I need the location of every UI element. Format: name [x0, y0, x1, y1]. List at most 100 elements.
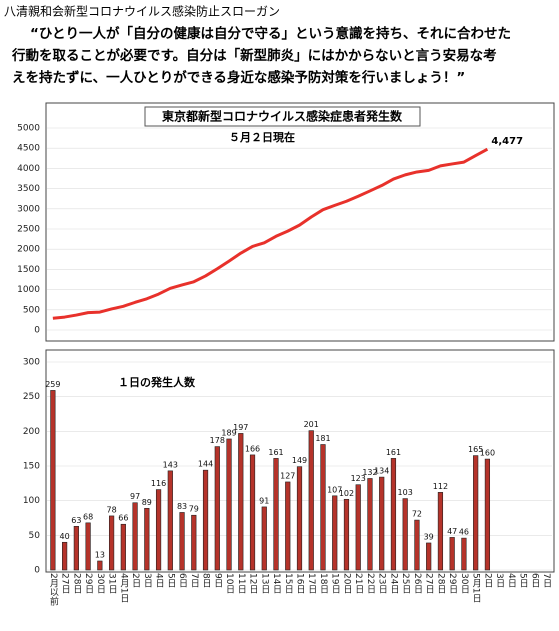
x-tick-label: 13日: [259, 573, 269, 593]
x-tick-label: 5月1日: [471, 573, 482, 602]
y-tick-label: 3000: [17, 204, 40, 214]
data-label: 40: [60, 532, 70, 541]
bar: [461, 537, 467, 571]
x-tick-label: 18日: [318, 573, 328, 593]
data-label: 97: [130, 492, 140, 501]
y-tick-label: 300: [23, 358, 40, 368]
x-tick-label: 29日: [447, 573, 457, 593]
data-label: 166: [245, 444, 260, 453]
y-tick-label: 200: [23, 427, 40, 437]
x-tick-label: 5日: [518, 573, 528, 588]
data-label: 63: [71, 516, 81, 525]
x-tick-label: 2日: [482, 573, 492, 588]
y-tick-label: 150: [23, 462, 40, 472]
x-tick-label: 8日: [201, 573, 211, 588]
bar: [414, 519, 420, 571]
data-label: 116: [151, 479, 166, 488]
data-label: 68: [83, 512, 93, 521]
x-tick-label: 2月以前: [48, 573, 59, 607]
x-tick-label: 6日: [177, 573, 187, 588]
bar: [261, 506, 267, 571]
bar: [296, 466, 303, 571]
bar: [108, 515, 115, 571]
data-label: 127: [280, 471, 295, 480]
data-label: 72: [412, 510, 422, 519]
data-label: 39: [424, 532, 434, 541]
bar: [355, 484, 361, 571]
bar: [62, 541, 68, 571]
bar: [97, 560, 103, 571]
y-tick-label: 1000: [17, 285, 40, 295]
data-label: 83: [177, 502, 187, 511]
x-tick-label: 4日: [506, 573, 516, 588]
x-tick-label: 10日: [224, 573, 234, 593]
chart-title: 東京都新型コロナウイルス感染症患者発生数: [162, 109, 403, 124]
bar: [402, 498, 408, 571]
y-tick-label: 1500: [17, 265, 40, 275]
bar: [202, 469, 209, 571]
data-label: 132: [362, 468, 377, 477]
data-label: 4,477: [491, 136, 523, 147]
x-tick-label: 15日: [283, 573, 293, 593]
y-tick-label: 0: [34, 326, 40, 336]
x-tick-label: 30日: [95, 573, 105, 593]
chart-title: １日の発生人数: [118, 375, 196, 389]
data-label: 259: [45, 380, 60, 389]
data-label: 161: [386, 448, 401, 457]
data-label: 107: [327, 485, 342, 494]
x-tick-label: 29日: [83, 573, 93, 593]
x-tick-label: 4月1日: [118, 573, 129, 602]
bar: [50, 390, 56, 571]
bar: [379, 476, 385, 571]
x-tick-label: 7日: [189, 573, 199, 588]
x-tick-label: 12日: [248, 573, 258, 593]
bar: [285, 481, 291, 571]
x-tick-label: 17日: [306, 573, 316, 593]
x-tick-label: 14日: [271, 573, 281, 593]
bar: [273, 458, 279, 571]
data-label: 66: [118, 514, 128, 523]
bar: [437, 492, 444, 571]
x-tick-label: 25日: [400, 573, 410, 593]
x-tick-label: 16日: [295, 573, 305, 593]
x-tick-label: 4日: [154, 573, 164, 588]
slogan-line: 行動を取ることが必要です。自分は「新型肺炎」にはかからないと言う安易な考: [11, 47, 497, 64]
data-label: 103: [398, 488, 413, 497]
y-tick-label: 100: [23, 496, 40, 506]
x-tick-label: 31日: [107, 573, 117, 593]
x-tick-label: 6日: [529, 573, 539, 588]
bar: [144, 507, 150, 571]
y-tick-label: 4500: [17, 144, 40, 154]
x-tick-label: 19日: [330, 573, 340, 593]
data-label: 13: [95, 550, 105, 559]
data-label: 89: [142, 498, 152, 507]
bar: [191, 514, 197, 571]
y-tick-label: 3500: [17, 184, 40, 194]
data-label: 149: [292, 456, 307, 465]
data-label: 91: [259, 496, 269, 505]
data-label: 143: [163, 460, 178, 469]
data-label: 161: [268, 448, 283, 457]
x-tick-label: 11日: [236, 573, 246, 593]
bar: [484, 458, 491, 571]
panel: [45, 349, 555, 573]
bar: [308, 430, 314, 571]
y-tick-label: 0: [34, 566, 40, 576]
line: [52, 147, 489, 320]
bar: [73, 526, 79, 571]
bar: [320, 444, 326, 571]
data-label: 46: [459, 528, 469, 537]
slogan-line: “ひとり一人が「自分の健康は自分で守る」という意識を持ち、それに合わせた: [30, 25, 511, 42]
slogan-line: えを持たずに、一人ひとりができる身近な感染予防対策を行いましょう！”: [12, 69, 465, 86]
x-tick-label: 5日: [165, 573, 175, 588]
data-label: 165: [468, 445, 483, 454]
data-label: 160: [480, 449, 495, 458]
bar: [238, 433, 244, 571]
data-label: 189: [221, 428, 236, 437]
bar: [390, 458, 397, 571]
x-tick-label: 27日: [424, 573, 434, 593]
data-label: 201: [304, 420, 319, 429]
x-tick-label: 28日: [435, 573, 445, 593]
x-tick-label: 24日: [388, 573, 398, 593]
